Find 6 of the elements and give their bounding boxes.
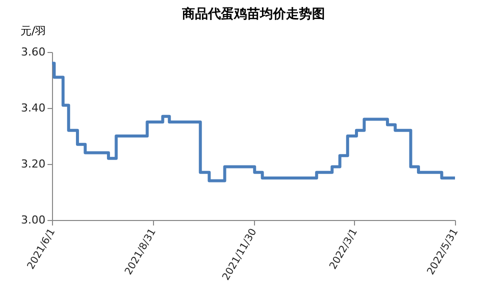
y-axis-title: 元/羽: [20, 24, 46, 38]
y-tick-label: 3.40: [21, 102, 46, 114]
y-tick-label: 3.00: [21, 214, 46, 226]
y-tick-label: 3.20: [21, 158, 46, 170]
y-tick-label: 3.60: [21, 46, 46, 58]
chart-title: 商品代蛋鸡苗均价走势图: [181, 6, 325, 22]
